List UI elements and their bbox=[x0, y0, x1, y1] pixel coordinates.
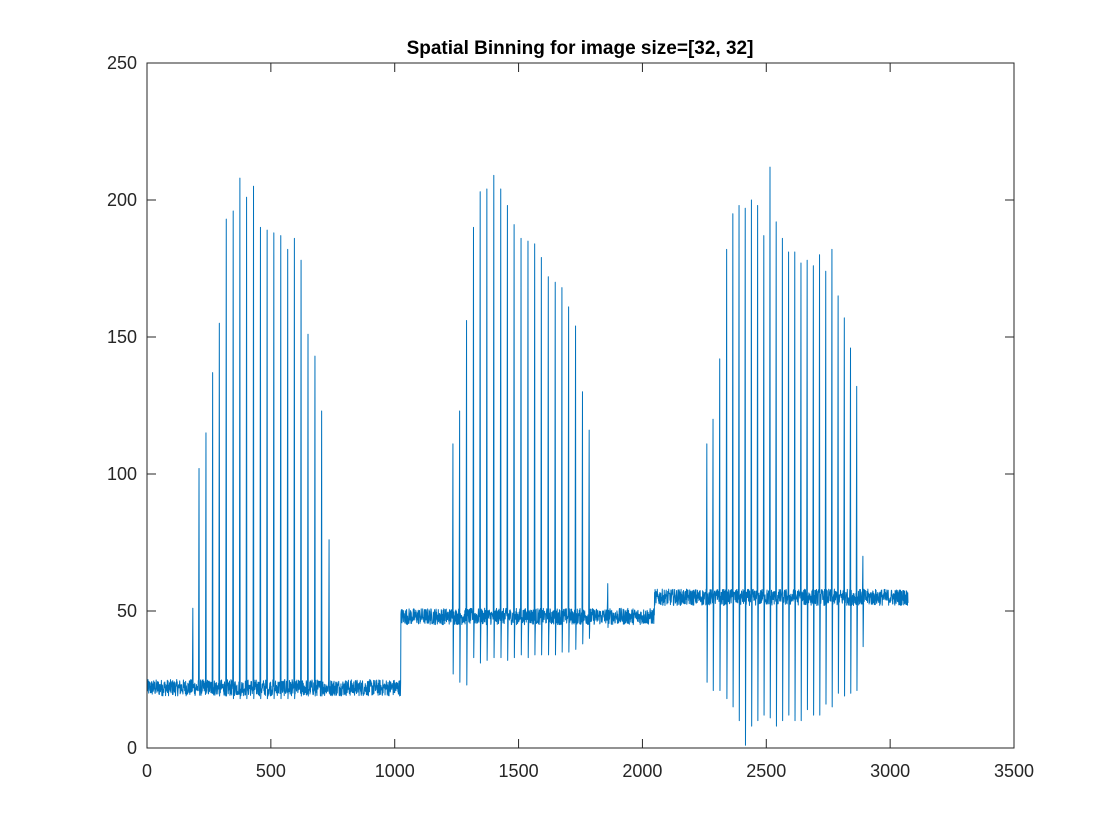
y-tick-label: 150 bbox=[107, 327, 137, 347]
y-tick-label: 200 bbox=[107, 190, 137, 210]
x-tick-label: 0 bbox=[142, 761, 152, 781]
x-tick-label: 3500 bbox=[994, 761, 1034, 781]
x-tick-label: 3000 bbox=[870, 761, 910, 781]
x-tick-label: 1000 bbox=[375, 761, 415, 781]
plot-area bbox=[146, 62, 1015, 749]
y-tick-label: 50 bbox=[117, 601, 137, 621]
x-tick-labels: 0 500 1000 1500 2000 2500 3000 3500 bbox=[142, 761, 1034, 781]
y-tick-label: 0 bbox=[127, 738, 137, 758]
axes-frame bbox=[146, 62, 1015, 749]
x-tick-label: 2000 bbox=[622, 761, 662, 781]
series-group bbox=[146, 166, 909, 746]
x-tick-label: 1500 bbox=[499, 761, 539, 781]
chart-title: Spatial Binning for image size=[32, 32] bbox=[407, 38, 754, 59]
x-tick-label: 2500 bbox=[746, 761, 786, 781]
y-tick-label: 250 bbox=[107, 53, 137, 73]
x-tick-label: 500 bbox=[256, 761, 286, 781]
y-tick-labels: 0 50 100 150 200 250 bbox=[107, 53, 137, 758]
y-tick-label: 100 bbox=[107, 464, 137, 484]
series-line bbox=[146, 166, 909, 746]
